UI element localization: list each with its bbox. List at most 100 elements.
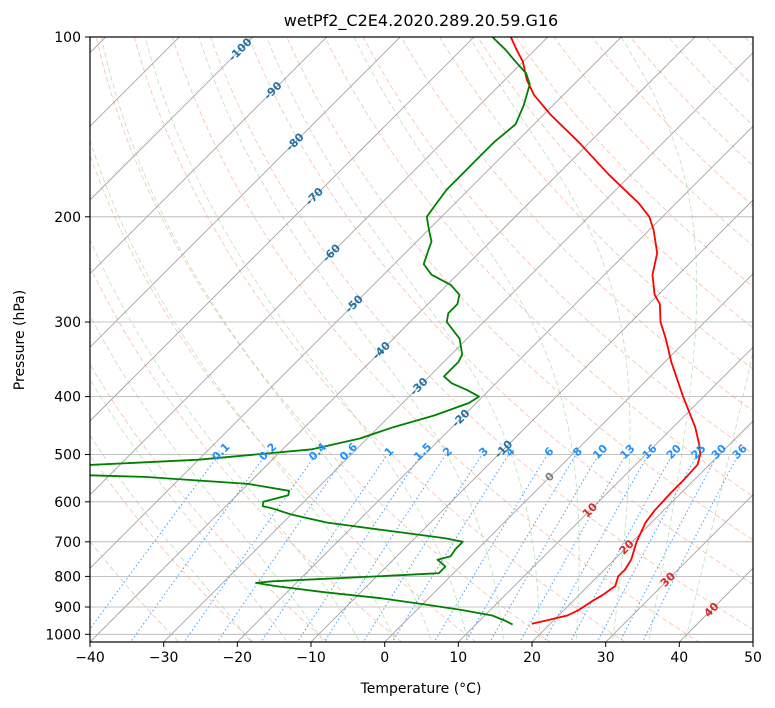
dry-adiabat bbox=[171, 37, 700, 642]
mixing-ratio-line bbox=[642, 454, 739, 642]
dry-adiabat bbox=[515, 37, 753, 288]
moist-adiabat bbox=[90, 314, 325, 642]
y-axis-label: Pressure (hPa) bbox=[12, 290, 28, 390]
moist-adiabats bbox=[90, 37, 753, 642]
mixing-ratio-line bbox=[596, 454, 698, 642]
isotherm bbox=[678, 567, 753, 642]
dry-adiabat bbox=[90, 540, 180, 642]
isotherms bbox=[90, 37, 753, 642]
mixing-ratio-line bbox=[464, 454, 577, 642]
dewpoint-line bbox=[90, 37, 531, 626]
mixing-ratio-label: 36 bbox=[730, 442, 750, 462]
mixing-ratio-label: 3 bbox=[476, 445, 491, 460]
y-tick-label: 500 bbox=[54, 448, 81, 464]
dry-adiabat bbox=[90, 265, 403, 642]
y-tick-label: 400 bbox=[54, 390, 81, 406]
x-tick-label: −30 bbox=[149, 650, 179, 666]
isotherm bbox=[457, 346, 753, 642]
y-tick-label: 700 bbox=[54, 535, 81, 551]
mixing-ratio-label: 13 bbox=[618, 442, 638, 462]
moist-adiabat bbox=[684, 349, 753, 642]
mixing-ratio-label: 0.4 bbox=[306, 440, 329, 463]
dry-adiabat bbox=[400, 37, 753, 412]
dry-adiabat bbox=[248, 37, 753, 585]
mixing-ratio-lines bbox=[90, 454, 739, 642]
dry-adiabat bbox=[90, 454, 254, 642]
y-axis: 1000 900 800 700 600 500 400 300 200 100 bbox=[45, 30, 90, 643]
pressure-gridlines bbox=[90, 37, 753, 635]
dry-adiabat bbox=[744, 37, 753, 47]
plot-frame bbox=[89, 36, 754, 643]
mixing-ratio-line bbox=[90, 454, 220, 630]
mixing-ratio-label: 6 bbox=[542, 444, 557, 459]
mixing-ratio-line bbox=[216, 454, 348, 642]
dry-adiabat bbox=[210, 37, 753, 631]
dry-adiabat bbox=[95, 37, 551, 642]
dry-adiabat bbox=[286, 37, 753, 541]
mixing-ratio-label: 0.2 bbox=[256, 440, 279, 463]
x-axis-label: Temperature (°C) bbox=[360, 681, 482, 697]
moist-adiabat bbox=[90, 238, 361, 642]
moist-adiabat bbox=[144, 37, 469, 642]
isotherm bbox=[310, 199, 753, 642]
mixing-ratio-line bbox=[296, 454, 422, 642]
chart-title: wetPf2_C2E4.2020.289.20.59.G16 bbox=[284, 11, 558, 31]
x-tick-label: 50 bbox=[744, 650, 762, 666]
moist-adiabat bbox=[469, 37, 631, 642]
dry-adiabats bbox=[90, 24, 775, 647]
isotherm bbox=[605, 494, 753, 642]
isotherm bbox=[752, 641, 753, 642]
mixing-ratio-label: 10 bbox=[590, 442, 610, 462]
isotherm bbox=[384, 273, 753, 642]
isotherm bbox=[90, 37, 328, 275]
mixing-ratio-label: 2 bbox=[440, 445, 455, 460]
x-tick-label: −10 bbox=[296, 650, 326, 666]
mixing-ratio-line bbox=[260, 454, 388, 642]
dry-adiabat bbox=[667, 37, 753, 127]
dry-adiabat bbox=[770, 24, 775, 647]
isotherm bbox=[90, 37, 401, 348]
dry-adiabat bbox=[362, 37, 753, 454]
isotherm bbox=[531, 420, 753, 642]
y-tick-label: 900 bbox=[54, 600, 81, 616]
mixing-ratio-label: 30 bbox=[709, 442, 729, 462]
x-tick-label: 40 bbox=[670, 650, 688, 666]
moist-adiabat bbox=[90, 378, 289, 642]
dry-adiabat bbox=[591, 37, 753, 207]
mixing-ratio-line bbox=[129, 454, 267, 642]
x-tick-label: 30 bbox=[597, 650, 615, 666]
mixing-ratio-label: 0.1 bbox=[210, 440, 233, 463]
mixing-ratio-label: 1.5 bbox=[411, 440, 434, 463]
moist-adiabat bbox=[90, 139, 397, 642]
x-tick-label: −20 bbox=[223, 650, 253, 666]
y-tick-label: 200 bbox=[54, 210, 81, 226]
y-tick-label: 1000 bbox=[45, 627, 81, 643]
isotherm bbox=[163, 52, 753, 642]
isotherm bbox=[90, 37, 549, 496]
y-tick-label: 800 bbox=[54, 569, 81, 585]
y-tick-label: 600 bbox=[54, 495, 81, 511]
mixing-ratio-line bbox=[391, 454, 510, 642]
mixing-ratio-line bbox=[323, 454, 447, 642]
moist-adiabat bbox=[90, 434, 252, 642]
mixing-ratio-label: 8 bbox=[570, 445, 585, 460]
x-tick-label: 10 bbox=[449, 650, 467, 666]
y-tick-label: 300 bbox=[54, 315, 81, 331]
isotherm bbox=[90, 37, 696, 642]
mixing-ratio-label: 16 bbox=[640, 442, 660, 462]
isotherm bbox=[236, 125, 753, 642]
mixing-ratio-line bbox=[619, 454, 719, 642]
moist-adiabat bbox=[198, 37, 505, 642]
mixing-ratio-line bbox=[362, 454, 483, 642]
plot-area: -100-90-80-70-60-50-40-30-20-100.1 0.2 0.4… bbox=[90, 24, 775, 647]
x-tick-label: −40 bbox=[75, 650, 105, 666]
temperature-line bbox=[509, 37, 702, 625]
isotherm bbox=[90, 37, 180, 127]
x-tick-label: 0 bbox=[380, 650, 389, 666]
mixing-ratio-label: 25 bbox=[689, 442, 709, 462]
mixing-ratio-label: 20 bbox=[664, 442, 684, 462]
isotherm bbox=[90, 37, 622, 569]
x-axis: −40 −30 −20 −10 0 10 20 30 40 50 bbox=[75, 642, 762, 666]
y-tick-label: 100 bbox=[54, 30, 81, 46]
